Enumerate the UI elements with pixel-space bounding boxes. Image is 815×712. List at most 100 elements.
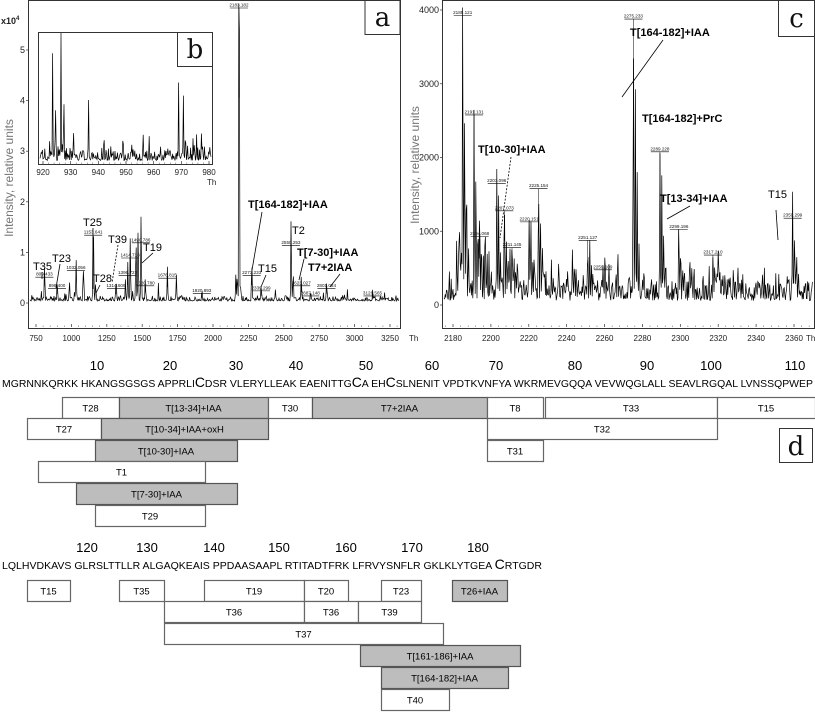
peak-label: 2273.233 <box>242 270 262 275</box>
peptide-box: T30 <box>267 396 314 420</box>
x-tick-label: 970 <box>175 168 189 177</box>
peptide-box: T23 <box>380 579 423 603</box>
x-unit-label: Th <box>409 334 418 343</box>
residue-number: 80 <box>568 358 582 373</box>
peptide-label: T36 <box>226 608 242 619</box>
peak-annotation: T15 <box>768 189 787 201</box>
annotation-leader-line <box>499 156 512 239</box>
peak-label: 1414.718 <box>121 252 141 257</box>
peak-label: 1520.780 <box>136 280 156 285</box>
peak-label: 3126.565 <box>363 290 383 295</box>
peptide-box: T[10-30]+IAA <box>94 439 239 463</box>
x-tick-label: 2320 <box>709 334 727 343</box>
modified-peptide-box <box>380 666 510 690</box>
peptide-label: T39 <box>381 608 397 619</box>
peak-label: 2194.068 <box>470 231 490 236</box>
peptide-box: T20 <box>303 579 350 603</box>
peptide-box: T[10-34]+IAA+oxH <box>100 417 270 441</box>
peptide-box-outline <box>163 622 445 646</box>
peptide-label: T[164-182]+IAA <box>411 674 478 685</box>
peptide-box-outline <box>357 600 423 624</box>
protein-sequence: LQLHVDKAVS GLRSLTTLLR ALGAQKEAIS PPDAASA… <box>2 556 542 572</box>
x-tick-label: 2360 <box>785 334 803 343</box>
peak-label: 1490.786 <box>131 237 151 242</box>
peptide-box: T15 <box>716 396 815 420</box>
peak-label: 1314.609 <box>106 283 126 288</box>
annotation-leader-line <box>111 244 119 284</box>
peptide-box-outline <box>37 460 207 484</box>
panel-c-letter: c <box>789 4 804 34</box>
annotation-leader-line <box>141 252 154 264</box>
peptide-label: T31 <box>507 447 523 458</box>
spectrum-trace <box>29 3 399 303</box>
peak-label: 2191.131 <box>465 109 485 114</box>
x-tick-label: 2340 <box>747 334 765 343</box>
y-tick-label: 1000 <box>419 226 439 236</box>
peptide-label: T19 <box>246 587 262 598</box>
annotation-leader-line <box>775 209 779 241</box>
peak-label: 2211.145 <box>503 242 522 247</box>
peptide-label: T7+2IAA <box>381 404 419 415</box>
x-tick-label: 1500 <box>133 334 151 343</box>
peptide-box: T[13-34]+IAA <box>118 396 270 420</box>
peak-label: 898.400 <box>49 283 66 288</box>
x-tick-label: 2750 <box>310 334 328 343</box>
residue-number: 60 <box>425 358 439 373</box>
peak-annotation: T19 <box>143 242 162 254</box>
x-tick-label: 3000 <box>346 334 364 343</box>
peak-annotation: T2 <box>292 225 305 237</box>
peptide-box: T26+IAA <box>451 579 509 603</box>
peptide-label: T8 <box>509 404 520 415</box>
peptide-label: T[10-34]+IAA+oxH <box>145 425 224 436</box>
x-tick-label: 2220 <box>520 334 538 343</box>
peptide-label: T[161-186]+IAA <box>407 652 474 663</box>
peak-annotation: T[10-30]+IAA <box>478 144 546 156</box>
peak-label: 2339.299 <box>251 285 271 290</box>
panel-a: 809.433898.4001032.0561153.6411314.60913… <box>1 0 418 343</box>
y-tick-label: 3000 <box>419 79 439 89</box>
peptide-label: T32 <box>594 425 610 436</box>
peptide-box: T1 <box>37 460 207 484</box>
residue-number: 160 <box>335 540 357 555</box>
peak-annotation: T28 <box>93 273 112 285</box>
residue-number: 150 <box>268 540 290 555</box>
panel-a-axes: 750 1000 1250 1500 1750 2000 2250 2500 2750 3000 3… <box>20 45 418 343</box>
y-tick-label: 2 <box>20 197 25 207</box>
residue-number: 100 <box>700 358 722 373</box>
peptide-box: T32 <box>486 417 719 441</box>
peptide-box: T37 <box>163 622 445 646</box>
y-tick-label: 1 <box>20 247 25 257</box>
residue-number: 10 <box>90 358 104 373</box>
peptide-box-outline <box>380 688 451 712</box>
peptide-label: T37 <box>295 630 311 641</box>
peptide-box: T35 <box>118 579 166 603</box>
peak-label: 809.433 <box>36 272 53 277</box>
residue-number: 170 <box>401 540 423 555</box>
x-tick-label: 980 <box>202 168 216 177</box>
x-tick-label: 1750 <box>169 334 187 343</box>
peptide-label: T[7-30]+IAA <box>131 490 183 501</box>
peptide-box: T7+2IAA <box>311 396 489 420</box>
peak-annotation: T7+2IAA <box>308 262 352 274</box>
peak-label: 2289.228 <box>650 146 670 151</box>
residue-number: 120 <box>76 540 98 555</box>
panel-d-letter: d <box>788 432 805 462</box>
peak-annotation: T[7-30]+IAA <box>297 247 358 259</box>
peptide-box-outline <box>94 504 207 528</box>
residue-number: 50 <box>359 358 373 373</box>
peptide-box: T8 <box>486 396 545 420</box>
peak-label: 1396.723 <box>118 270 138 275</box>
peak-annotation: T15 <box>258 263 277 275</box>
residue-number: 40 <box>289 358 303 373</box>
y-tick-label: 2000 <box>419 153 439 163</box>
y-tick-label: 3 <box>20 146 25 156</box>
peptide-box: T31 <box>486 439 545 463</box>
panel-a-letter: a <box>375 3 391 33</box>
peptide-box: T19 <box>203 579 306 603</box>
peptide-box-outline <box>716 396 815 420</box>
peptide-box: T[7-30]+IAA <box>75 482 239 506</box>
